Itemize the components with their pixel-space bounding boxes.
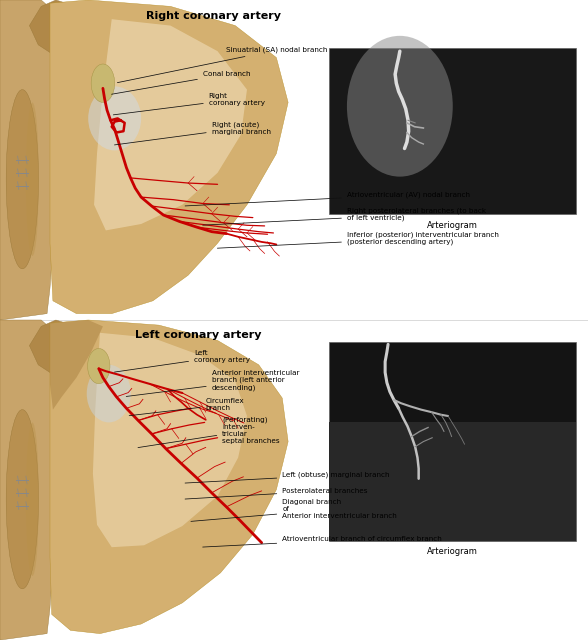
Ellipse shape: [26, 102, 39, 256]
Polygon shape: [50, 0, 288, 314]
Text: Arteriogram: Arteriogram: [427, 547, 478, 556]
Text: Right
coronary artery: Right coronary artery: [113, 93, 265, 115]
Text: (Perforating)
interven-
tricular
septal branches: (Perforating) interven- tricular septal …: [138, 417, 280, 447]
FancyBboxPatch shape: [329, 48, 576, 214]
Text: Left (obtuse) marginal branch: Left (obtuse) marginal branch: [185, 472, 390, 483]
Ellipse shape: [347, 36, 453, 177]
Text: Atrioventricular (AV) nodal branch: Atrioventricular (AV) nodal branch: [185, 191, 470, 206]
Polygon shape: [93, 333, 247, 547]
Polygon shape: [29, 0, 85, 54]
Text: Arteriogram: Arteriogram: [427, 221, 478, 230]
Polygon shape: [29, 320, 85, 374]
Text: Conal branch: Conal branch: [112, 71, 250, 94]
Ellipse shape: [91, 64, 115, 102]
Text: Right posterolateral branches (to back
of left ventricle): Right posterolateral branches (to back o…: [203, 207, 486, 225]
Ellipse shape: [88, 348, 110, 383]
FancyBboxPatch shape: [329, 342, 576, 541]
Text: Diagonal branch
of
Anterior interventricular branch: Diagonal branch of Anterior interventric…: [191, 499, 397, 522]
Text: Left
coronary artery: Left coronary artery: [115, 350, 250, 372]
Text: Sinuatrial (SA) nodal branch: Sinuatrial (SA) nodal branch: [118, 47, 328, 83]
Text: Right coronary artery: Right coronary artery: [146, 11, 281, 21]
Polygon shape: [94, 19, 247, 230]
Ellipse shape: [6, 410, 39, 589]
Text: Inferior (posterior) interventricular branch
(posterior descending artery): Inferior (posterior) interventricular br…: [218, 231, 499, 248]
Polygon shape: [0, 0, 58, 320]
Text: Left coronary artery: Left coronary artery: [135, 330, 262, 340]
Text: Circumflex
branch: Circumflex branch: [129, 398, 245, 415]
Text: Atrioventricular branch of circumflex branch: Atrioventricular branch of circumflex br…: [203, 536, 442, 547]
Text: Anterior interventricular
branch (left anterior
descending): Anterior interventricular branch (left a…: [126, 370, 299, 396]
Polygon shape: [50, 320, 288, 634]
Text: Right (acute)
marginal branch: Right (acute) marginal branch: [115, 121, 270, 145]
Ellipse shape: [26, 422, 39, 576]
Ellipse shape: [87, 365, 131, 422]
Polygon shape: [0, 320, 58, 640]
Ellipse shape: [6, 90, 39, 269]
Polygon shape: [50, 320, 103, 410]
Text: Posterolateral branches: Posterolateral branches: [185, 488, 368, 499]
Ellipse shape: [88, 86, 141, 150]
FancyBboxPatch shape: [329, 422, 576, 541]
